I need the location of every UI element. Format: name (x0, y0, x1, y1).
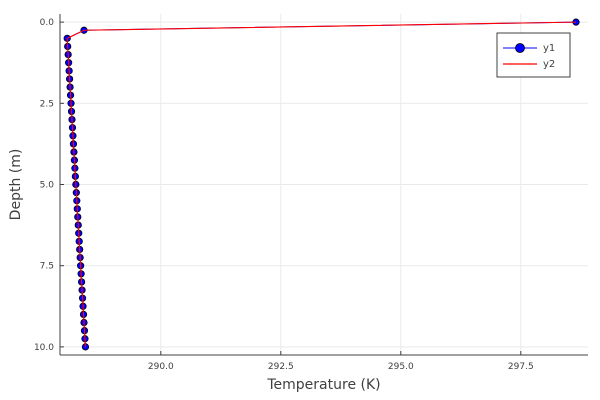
legend-marker-y1 (515, 43, 525, 53)
legend-label-y2: y2 (543, 59, 555, 70)
legend-box (496, 32, 571, 78)
ticks: 290.0 292.5 295.0 297.5 0.0 2.5 5.0 7.5 10.0 (34, 18, 534, 372)
series-line-y2 (66, 21, 577, 347)
y-tick-label: 0.0 (40, 18, 55, 28)
x-axis-label: Temperature (K) (266, 377, 380, 393)
y-tick-label: 10.0 (34, 343, 54, 353)
x-tick-label: 295.0 (388, 362, 414, 372)
legend-label-y1: y1 (543, 43, 555, 54)
x-tick-label: 297.5 (508, 362, 534, 372)
x-tick-label: 292.5 (268, 362, 294, 372)
legend: y1 y2 (496, 32, 571, 78)
plot-area (63, 18, 580, 351)
y-tick-label: 2.5 (40, 99, 54, 109)
x-tick-label: 290.0 (148, 362, 174, 372)
y-tick-label: 5.0 (40, 181, 55, 191)
y-axis-label: Depth (m) (8, 149, 24, 221)
y-tick-label: 7.5 (40, 262, 54, 272)
